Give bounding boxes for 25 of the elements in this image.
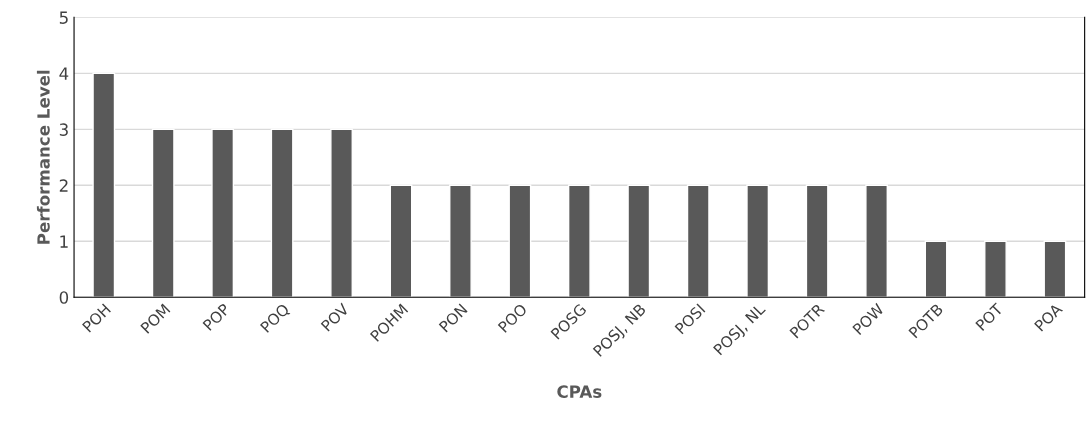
bar bbox=[686, 184, 710, 298]
x-axis-title: CPAs bbox=[557, 385, 602, 398]
bar bbox=[389, 184, 413, 298]
bar bbox=[330, 128, 353, 298]
bar bbox=[865, 184, 888, 298]
bar bbox=[270, 128, 294, 298]
bar bbox=[984, 240, 1007, 298]
y-tick-label: 4 bbox=[59, 67, 69, 80]
bar bbox=[746, 184, 770, 298]
y-axis-title: Performance Level bbox=[36, 70, 50, 244]
y-tick-label: 1 bbox=[60, 235, 68, 248]
bar bbox=[211, 128, 235, 298]
bar bbox=[567, 184, 591, 298]
y-tick-label: 5 bbox=[59, 11, 68, 24]
bar bbox=[1043, 240, 1067, 298]
y-tick-label: 2 bbox=[59, 179, 68, 192]
bar bbox=[508, 184, 532, 298]
bar bbox=[627, 184, 651, 298]
bar bbox=[92, 72, 116, 298]
bar bbox=[805, 184, 829, 298]
bar bbox=[449, 184, 472, 298]
bar bbox=[151, 128, 175, 298]
y-tick-label: 3 bbox=[59, 123, 68, 136]
y-tick-label: 0 bbox=[59, 291, 69, 304]
bar bbox=[924, 240, 948, 298]
